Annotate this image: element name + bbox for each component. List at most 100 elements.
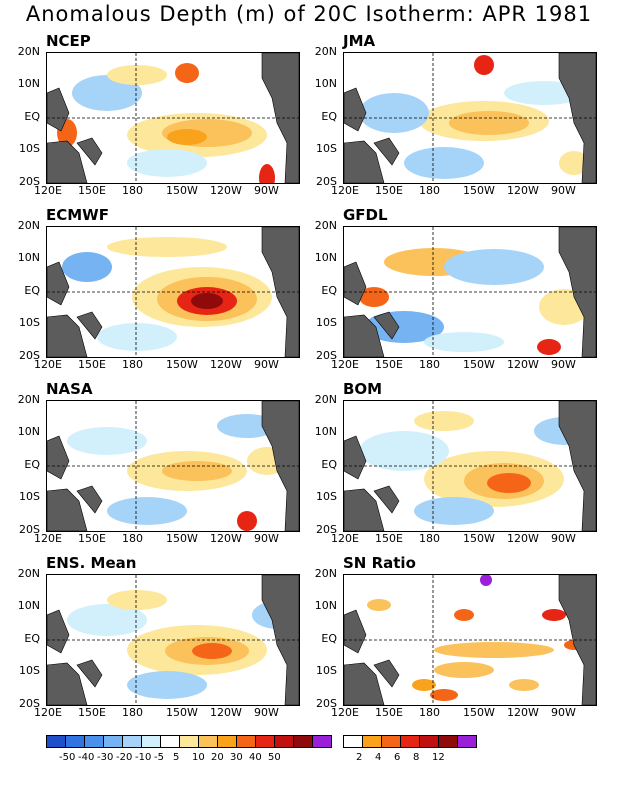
lat-tick-label: 20S [19,349,40,362]
anomaly-region [414,411,474,431]
land-mass [47,609,70,654]
land-mass [344,261,367,306]
lat-tick-label: 10S [19,142,40,155]
lon-tick-label: 150W [166,706,198,719]
anomaly-region [107,65,167,85]
map-panel: ENS. Mean 20N 10N EQ 10S 20S 120E 150E 180 150W 12… [0,552,300,724]
anomaly-field [344,401,596,531]
lon-tick-label: 150E [375,706,403,719]
anomaly-region [559,151,589,175]
lon-tick-label: 150E [78,358,106,371]
land-mass [344,87,367,132]
anomaly-region [454,609,474,621]
panel-title: JMA [343,32,376,50]
land-mass [76,485,103,514]
lon-tick-label: 150W [166,532,198,545]
anomaly-region [537,339,561,355]
lon-tick-label: 150E [375,184,403,197]
lon-tick-label: 180 [419,358,440,371]
map-plot-area [46,574,300,706]
colorbar-tick-label: 30 [230,752,243,763]
colorbar-swatch [293,735,313,748]
lon-tick-label: 150W [463,532,495,545]
anomaly-region [404,147,484,179]
lon-tick-label: 120E [34,706,62,719]
land-mass [344,435,367,480]
lat-tick-label: EQ [321,632,337,645]
lat-tick-label: EQ [24,632,40,645]
lat-tick-label: 10N [17,425,40,438]
lon-tick-label: 90W [551,706,576,719]
anomaly-field [47,401,299,531]
map-plot-area [343,226,597,358]
lon-tick-label: 90W [551,184,576,197]
colorbar-tick-label: 6 [394,752,401,763]
colorbar-tick-label: -30 [97,752,114,763]
land-mass [558,401,596,531]
land-mass [344,662,385,705]
land-mass [76,137,103,166]
land-mass [344,314,385,357]
land-mass [373,311,400,340]
map-plot-area [343,52,597,184]
land-mass [261,227,299,357]
map-panel: ECMWF 20N 10N EQ 10S 20S 120E 150E 180 150W 120W 90… [0,204,300,376]
colorbar-tick-label: -20 [116,752,133,763]
lat-tick-label: 20S [316,175,337,188]
anomaly-region [414,497,494,525]
anomaly-region [434,662,494,678]
lat-tick-label: EQ [321,458,337,471]
lon-tick-label: 120E [34,358,62,371]
lat-tick-label: 20N [314,45,337,58]
anomaly-region [449,111,529,135]
lon-tick-label: 90W [254,184,279,197]
lat-tick-label: 20N [314,393,337,406]
colorbar-swatch [312,735,332,748]
lon-tick-label: 120E [34,184,62,197]
colorbar-swatch [362,735,382,748]
map-panel: SN Ratio 20N 10N EQ 10S 20S 120E 150E 180 150W 120… [297,552,597,724]
lat-tick-label: 10S [19,490,40,503]
lon-tick-label: 150E [375,358,403,371]
lon-tick-label: 90W [254,532,279,545]
anomaly-region [474,55,494,75]
map-plot-area [46,52,300,184]
lat-tick-label: 10S [316,316,337,329]
colorbar-tick-label: 2 [356,752,363,763]
colorbar-swatch [343,735,363,748]
colorbar-swatch [160,735,180,748]
anomaly-region [175,63,199,83]
land-mass [47,87,70,132]
panel-title: ENS. Mean [46,554,137,572]
land-mass [76,311,103,340]
lat-tick-label: 20S [316,697,337,710]
map-plot-area [46,226,300,358]
lon-tick-label: 120W [507,706,539,719]
map-panel: NCEP 20N 10N EQ 10S 20S 120E 150E 180 150W 120W 90W [0,30,300,202]
colorbar-tick-label: 8 [413,752,420,763]
lon-tick-label: 150W [166,184,198,197]
anomaly-field [344,575,596,705]
land-mass [261,53,299,183]
lat-tick-label: 10N [17,251,40,264]
colorbar-swatch [255,735,275,748]
land-mass [261,401,299,531]
lon-tick-label: 120W [507,184,539,197]
anomaly-region [127,149,207,177]
anomaly-region [167,129,207,145]
land-mass [47,314,88,357]
colorbar-swatch [179,735,199,748]
lon-tick-label: 180 [122,532,143,545]
lon-tick-label: 120W [507,532,539,545]
colorbar-sn-ratio: 2 4 6 8 12 [343,735,477,765]
colorbar-tick-label: 40 [249,752,262,763]
map-panel: NASA 20N 10N EQ 10S 20S 120E 150E 180 150W 120W 90W [0,378,300,550]
lon-tick-label: 180 [419,706,440,719]
anomaly-region [107,590,167,610]
lat-tick-label: 10S [316,142,337,155]
colorbar-swatch [400,735,420,748]
lat-tick-label: 10N [17,599,40,612]
lat-tick-label: EQ [321,284,337,297]
lon-tick-label: 150E [78,706,106,719]
lon-tick-label: 120E [331,532,359,545]
